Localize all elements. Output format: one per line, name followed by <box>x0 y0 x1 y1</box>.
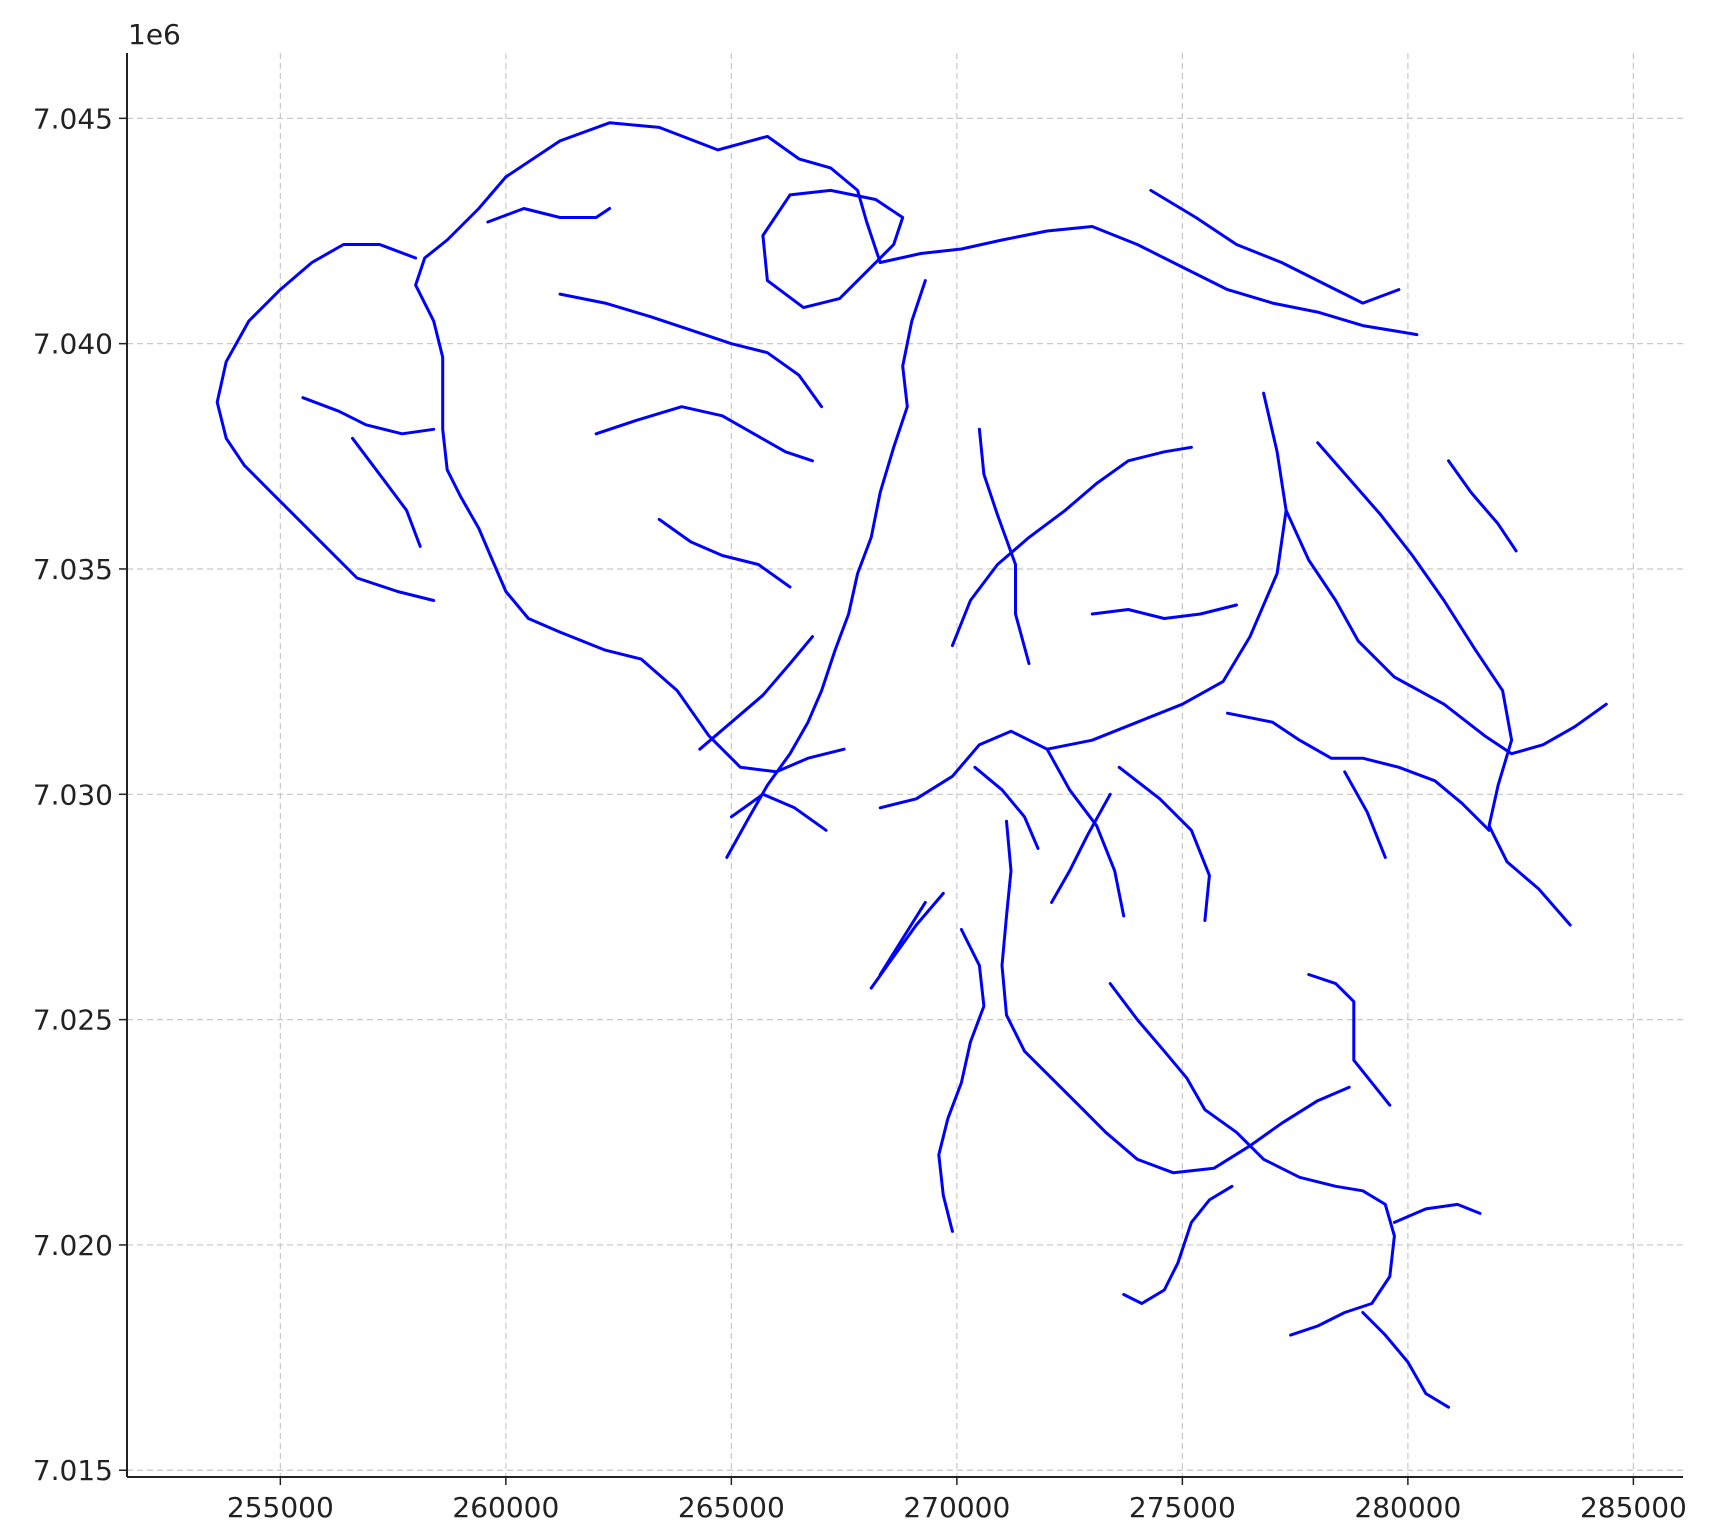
x-tick-label: 270000 <box>903 1491 1010 1524</box>
road-line-15 <box>1117 765 1211 922</box>
road-line-33 <box>950 445 1193 648</box>
road-line-37 <box>1090 603 1238 620</box>
road-line-9 <box>1284 508 1608 756</box>
axes-frame <box>126 53 1683 1478</box>
road-line-38 <box>1447 459 1518 553</box>
road-line-20 <box>1307 973 1392 1107</box>
x-tick-label: 280000 <box>1354 1491 1461 1524</box>
road-line-14 <box>1045 747 1126 918</box>
road-line-22 <box>937 928 986 1233</box>
road-line-30 <box>657 517 792 589</box>
y-tick-label: 7.035 <box>33 553 113 586</box>
road-line-11 <box>1226 711 1491 832</box>
x-tick-label: 265000 <box>678 1491 785 1524</box>
road-line-17 <box>1108 982 1396 1337</box>
road-line-1 <box>504 121 882 264</box>
road-line-35 <box>698 635 814 751</box>
road-line-2 <box>414 175 846 774</box>
y-tick-label: 7.030 <box>33 778 113 811</box>
road-line-10 <box>1316 441 1572 927</box>
x-tick-label: 275000 <box>1129 1491 1236 1524</box>
x-tick-label: 255000 <box>227 1491 334 1524</box>
road-line-6 <box>878 225 1419 337</box>
road-line-4 <box>725 279 927 859</box>
road-line-28 <box>558 292 824 409</box>
y-tick-label: 7.020 <box>33 1229 113 1262</box>
road-line-12 <box>1343 770 1387 859</box>
road-line-31 <box>973 765 1040 850</box>
x-tick-label: 260000 <box>452 1491 559 1524</box>
road-line-8 <box>1045 391 1288 751</box>
road-line-34 <box>977 427 1031 666</box>
road-line-3 <box>215 243 436 602</box>
road-line-5 <box>761 188 905 310</box>
road-network <box>215 121 1608 1409</box>
y-tick-label: 7.025 <box>33 1004 113 1037</box>
y-axis-ticks: 7.015 7.020 7.025 7.030 7.035 7.040 7.045 <box>33 102 127 1487</box>
road-line-16 <box>1000 819 1351 1175</box>
x-axis-ticks: 255000 260000 265000 270000 275000 280000 2850… <box>227 1477 1687 1524</box>
road-line-19 <box>1122 1184 1234 1305</box>
road-line-29 <box>594 405 814 463</box>
road-line-7 <box>1149 188 1401 305</box>
road-line-18 <box>1361 1311 1450 1409</box>
road-line-27 <box>486 207 612 224</box>
road-line-13 <box>878 729 1049 810</box>
y-axis-offset-label: 1e6 <box>128 18 181 51</box>
x-tick-label: 285000 <box>1580 1491 1687 1524</box>
road-line-25 <box>301 396 436 436</box>
road-line-26 <box>351 436 422 548</box>
y-tick-label: 7.015 <box>33 1454 113 1487</box>
y-tick-label: 7.045 <box>33 102 113 135</box>
road-line-24 <box>878 900 927 976</box>
road-line-32 <box>1050 792 1112 904</box>
road-line-36 <box>729 792 828 832</box>
grid-lines <box>127 53 1683 1477</box>
road-line-21 <box>1392 1202 1482 1224</box>
y-tick-label: 7.040 <box>33 328 113 361</box>
